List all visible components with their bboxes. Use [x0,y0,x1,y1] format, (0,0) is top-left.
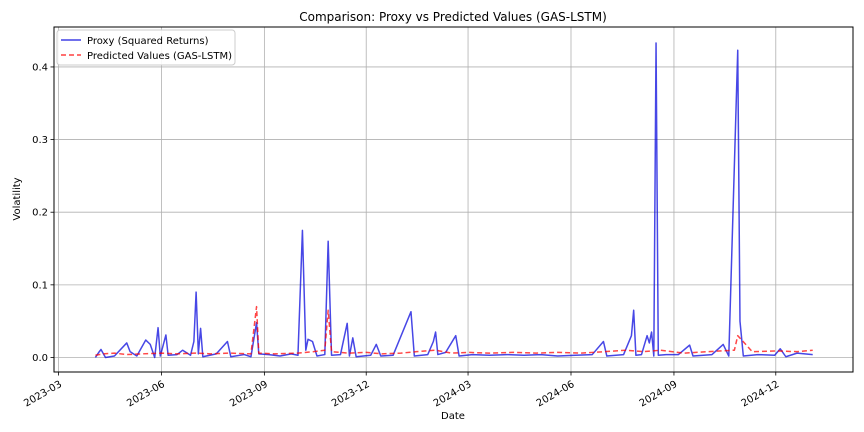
x-axis-label: Date [441,411,465,422]
legend-proxy-label: Proxy (Squared Returns) [87,36,209,47]
y-axis-label: Volatility [12,177,23,220]
chart-title: Comparison: Proxy vs Predicted Values (G… [299,10,607,24]
legend-predicted-label: Predicted Values (GAS-LSTM) [87,51,232,62]
legend-box [56,29,236,66]
series-layer [94,42,813,359]
y-tick-label: 0.3 [32,135,48,146]
y-tick-label: 0.2 [32,208,48,219]
series-predicted-line [95,305,813,357]
grid [54,27,853,372]
series-proxy-line [94,42,813,359]
y-axis: 0.0 0.1 0.2 0.3 0.4 [32,62,54,364]
plot-frame [53,26,854,373]
y-tick-label: 0.0 [32,353,48,364]
y-tick-label: 0.1 [32,280,48,291]
legend: Proxy (Squared Returns) Predicted Values… [56,29,236,66]
y-tick-label: 0.4 [32,62,48,73]
